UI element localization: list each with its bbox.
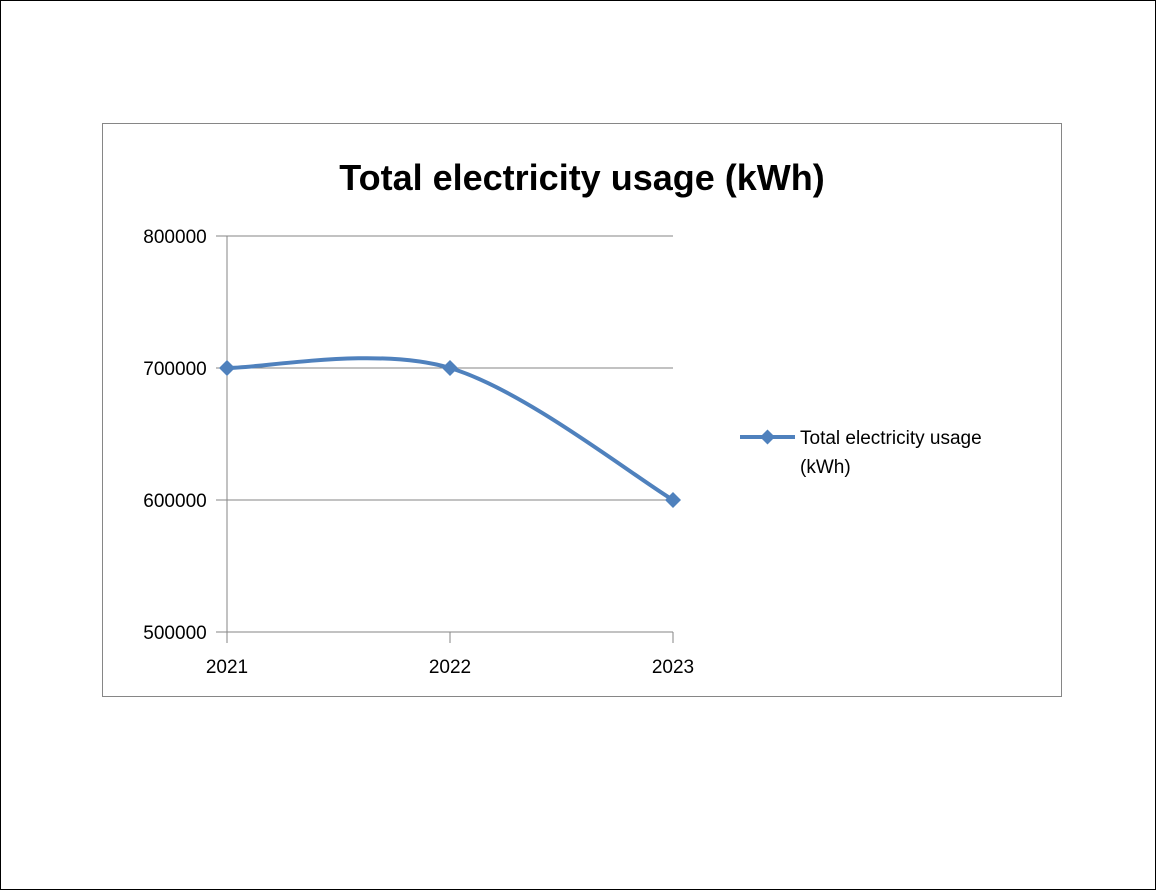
series-line [225, 356, 675, 502]
data-point-2021 [219, 360, 235, 376]
x-axis-tick-labels: 2021 2022 2023 [206, 657, 694, 678]
y-tick-label-700000: 700000 [143, 359, 206, 380]
y-axis-tick-labels: 500000 600000 700000 800000 [143, 227, 206, 644]
legend-diamond-marker [760, 429, 775, 445]
legend: Total electricity usage (kWh) [740, 428, 987, 478]
legend-label-line-2: (kWh) [800, 457, 851, 478]
y-tick-label-600000: 600000 [143, 491, 206, 512]
x-tick-label-2023: 2023 [652, 657, 694, 678]
data-point-2023 [665, 492, 681, 508]
x-tick-label-2021: 2021 [206, 657, 248, 678]
data-point-2022 [442, 360, 458, 376]
y-tick-label-500000: 500000 [143, 623, 206, 644]
x-tick-label-2022: 2022 [429, 657, 471, 678]
chart-title: Total electricity usage (kWh) [339, 157, 824, 198]
chart-area [102, 123, 1062, 697]
legend-label-line-1: Total electricity usage [800, 428, 982, 449]
series-layer [219, 356, 681, 508]
y-tick-label-800000: 800000 [143, 227, 206, 248]
svg-text:Total electricity usage: Total electricity usage (kWh) [800, 428, 987, 478]
axes [216, 235, 674, 643]
